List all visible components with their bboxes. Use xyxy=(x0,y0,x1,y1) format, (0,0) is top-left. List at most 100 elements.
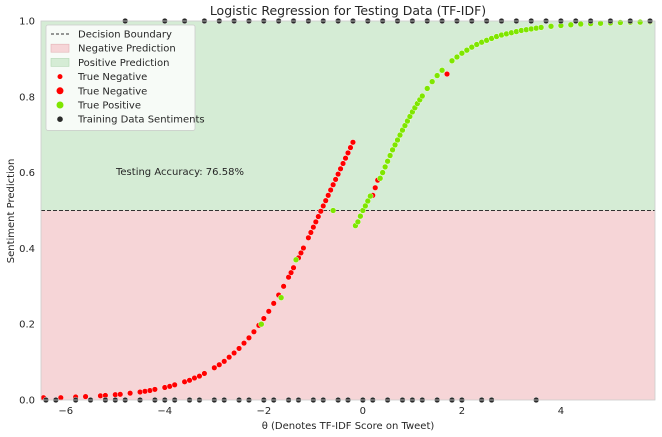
legend-key-true-negative xyxy=(57,74,63,80)
true-negative-point xyxy=(161,384,168,391)
legend: Decision Boundary Negative Prediction Posi… xyxy=(45,24,205,131)
true-negative-point xyxy=(270,300,277,307)
plot-background xyxy=(41,21,655,400)
legend-key-training xyxy=(57,116,63,122)
true-negative-point xyxy=(290,264,297,271)
true-negative-point xyxy=(320,202,327,209)
legend-label: Decision Boundary xyxy=(78,30,172,41)
true-negative-point xyxy=(166,383,173,390)
true-negative-point xyxy=(288,269,295,276)
x-axis-label: θ (Denotes TF-IDF Score on Tweet) xyxy=(262,421,435,432)
true-positive-point xyxy=(377,175,384,182)
true-negative-point xyxy=(347,144,354,151)
true-negative-point xyxy=(317,208,324,215)
true-negative-point xyxy=(137,389,144,396)
true-negative-point xyxy=(265,308,272,315)
true-negative-point xyxy=(186,377,193,384)
true-positive-point xyxy=(362,202,369,210)
true-negative-point xyxy=(337,165,344,172)
legend-label: True Negative xyxy=(77,86,147,97)
legend-key-true-negative xyxy=(56,87,64,95)
true-positive-point xyxy=(637,19,644,26)
true-positive-point xyxy=(448,57,456,64)
true-positive-point xyxy=(278,294,285,301)
legend-label: Negative Prediction xyxy=(78,44,176,55)
true-positive-point xyxy=(391,141,399,149)
legend-key-positive-region xyxy=(50,58,70,67)
x-tick-label: 4 xyxy=(558,406,564,417)
true-positive-point xyxy=(538,24,545,31)
true-negative-point xyxy=(335,171,342,178)
true-negative-point xyxy=(171,381,178,388)
true-negative-point xyxy=(245,334,252,341)
y-tick-label: 0.0 xyxy=(19,396,35,407)
true-positive-point xyxy=(394,136,401,144)
true-negative-point xyxy=(340,160,347,167)
legend-label: True Positive xyxy=(77,101,141,112)
true-positive-point xyxy=(429,78,436,85)
true-negative-point xyxy=(444,71,451,78)
x-axis: −6 −4 −2 0 2 4 xyxy=(58,406,564,417)
x-tick-label: −2 xyxy=(256,406,271,417)
true-positive-point xyxy=(258,321,265,328)
true-positive-point xyxy=(386,152,394,159)
true-positive-point xyxy=(463,47,470,54)
true-negative-point xyxy=(112,391,119,398)
x-tick-label: −4 xyxy=(157,406,172,417)
true-negative-point xyxy=(236,345,243,352)
y-tick-label: 0.8 xyxy=(19,92,35,103)
y-tick-label: 0.2 xyxy=(19,320,35,331)
x-tick-label: 0 xyxy=(360,406,366,417)
y-tick-label: 0.6 xyxy=(19,168,35,179)
true-negative-point xyxy=(97,392,104,399)
accuracy-annotation: Testing Accuracy: 76.58% xyxy=(115,167,244,178)
y-tick-label: 1.0 xyxy=(19,17,35,28)
y-tick-label: 0.4 xyxy=(19,244,35,255)
true-negative-point xyxy=(117,391,124,398)
legend-key-true-positive xyxy=(56,101,64,109)
true-negative-point xyxy=(211,364,218,371)
true-positive-point xyxy=(379,169,386,176)
x-tick-label: −6 xyxy=(58,406,73,417)
legend-label: Training Data Sentiments xyxy=(77,115,205,126)
true-positive-point xyxy=(577,20,584,28)
true-positive-point xyxy=(419,92,426,100)
true-negative-point xyxy=(325,192,332,199)
legend-label: True Negative xyxy=(77,72,147,83)
true-negative-point xyxy=(312,218,319,225)
true-positive-point xyxy=(396,131,404,139)
true-positive-point xyxy=(389,146,396,153)
true-positive-point xyxy=(567,21,574,28)
true-negative-point xyxy=(201,370,208,377)
true-negative-point xyxy=(231,350,238,357)
true-negative-point xyxy=(280,283,287,290)
true-negative-point xyxy=(82,393,89,400)
true-positive-point xyxy=(434,72,441,79)
negative-prediction-region xyxy=(41,210,655,400)
true-positive-point xyxy=(597,20,604,27)
true-negative-point xyxy=(372,184,379,191)
true-negative-point xyxy=(305,234,312,241)
true-negative-point xyxy=(216,361,223,368)
true-negative-point xyxy=(322,197,329,204)
true-negative-point xyxy=(330,181,337,188)
true-negative-point xyxy=(300,245,307,252)
true-positive-point xyxy=(364,197,371,205)
true-positive-point xyxy=(424,85,431,92)
chart-title: Logistic Regression for Testing Data (TF… xyxy=(210,3,486,18)
true-negative-point xyxy=(307,229,314,236)
true-negative-point xyxy=(315,213,322,220)
true-positive-point xyxy=(357,213,364,220)
true-positive-point xyxy=(292,256,300,263)
true-negative-point xyxy=(327,187,334,194)
plot-frame xyxy=(40,20,656,401)
true-positive-point xyxy=(453,53,461,61)
true-positive-point xyxy=(617,19,624,26)
true-negative-point xyxy=(250,328,257,335)
true-negative-point xyxy=(151,386,158,393)
true-negative-point xyxy=(342,155,349,162)
true-negative-point xyxy=(241,340,248,347)
true-positive-point xyxy=(547,23,555,30)
true-negative-point xyxy=(196,373,203,380)
true-positive-point xyxy=(354,218,362,225)
